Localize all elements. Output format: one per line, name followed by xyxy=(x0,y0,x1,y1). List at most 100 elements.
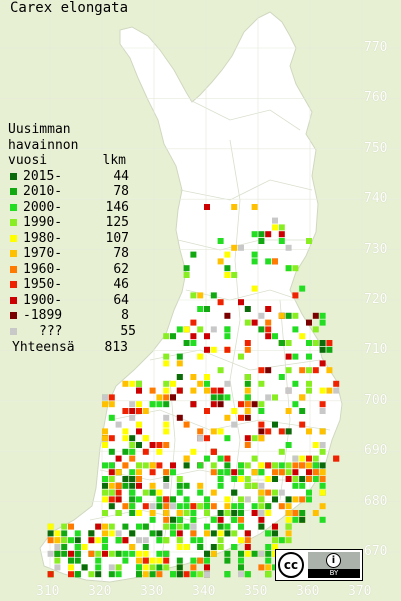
observation-square xyxy=(272,462,278,469)
observation-square xyxy=(238,503,244,510)
legend-count: 78 xyxy=(113,184,129,199)
observation-square xyxy=(183,421,190,428)
observation-square xyxy=(272,224,278,231)
legend-row: 2015- 44 xyxy=(8,169,136,185)
observation-square xyxy=(122,435,129,442)
observation-square xyxy=(258,510,265,516)
observation-square xyxy=(231,408,238,414)
observation-square xyxy=(197,306,204,312)
observation-square xyxy=(319,387,326,394)
observation-square xyxy=(136,469,142,476)
observation-square xyxy=(129,435,136,442)
observation-square xyxy=(108,462,115,469)
observation-square xyxy=(292,455,299,462)
observation-square xyxy=(272,496,278,503)
observation-square xyxy=(136,496,142,503)
observation-square xyxy=(204,571,210,578)
observation-square xyxy=(149,462,156,469)
observation-square xyxy=(272,544,278,550)
x-axis-label: 340 xyxy=(192,584,216,599)
observation-square xyxy=(183,482,190,489)
observation-square xyxy=(176,503,183,510)
observation-square xyxy=(95,564,102,571)
species-title: Carex elongata xyxy=(10,0,129,16)
observation-square xyxy=(285,387,292,394)
border-line xyxy=(189,99,301,131)
legend-year-label: ??? xyxy=(39,323,63,339)
observation-square xyxy=(74,571,81,578)
observation-square xyxy=(258,482,265,489)
observation-square xyxy=(258,380,265,387)
observation-square xyxy=(285,312,292,319)
observation-square xyxy=(176,564,183,571)
observation-square xyxy=(163,537,170,544)
legend-row: 1960- 62 xyxy=(8,262,136,278)
observation-square xyxy=(319,442,326,448)
observation-square xyxy=(156,401,163,408)
observation-square xyxy=(265,333,272,340)
observation-square xyxy=(129,544,136,550)
observation-square xyxy=(278,503,285,510)
observation-square xyxy=(258,503,265,510)
observation-square xyxy=(136,476,142,482)
observation-square xyxy=(176,326,183,333)
observation-square xyxy=(224,550,231,557)
observation-square xyxy=(258,238,265,244)
observation-square xyxy=(156,537,163,544)
observation-square xyxy=(272,489,278,496)
observation-square xyxy=(163,476,170,482)
observation-square xyxy=(285,476,292,482)
y-axis-label: 710 xyxy=(364,342,388,358)
observation-square xyxy=(47,530,54,537)
observation-square xyxy=(115,489,122,496)
observation-square xyxy=(319,428,326,435)
legend-year-label: 1950- xyxy=(23,277,63,292)
observation-square xyxy=(149,564,156,571)
observation-square xyxy=(136,442,142,448)
observation-square xyxy=(258,428,265,435)
observation-square xyxy=(265,544,272,550)
observation-square xyxy=(224,571,231,578)
observation-square xyxy=(251,510,258,516)
observation-square xyxy=(163,428,170,435)
attribution-panel: i BY xyxy=(308,552,360,578)
legend-count: 46 xyxy=(113,277,129,292)
observation-square xyxy=(278,448,285,455)
observation-square xyxy=(129,482,136,489)
observation-square xyxy=(238,462,244,469)
observation-square xyxy=(142,564,149,571)
observation-square xyxy=(319,516,326,523)
observation-square xyxy=(115,469,122,476)
observation-square xyxy=(136,550,142,557)
observation-square xyxy=(312,442,319,448)
observation-square xyxy=(204,387,210,394)
observation-square xyxy=(217,394,224,401)
legend-count: 146 xyxy=(105,199,129,215)
observation-square xyxy=(108,401,115,408)
y-axis-label: 680 xyxy=(364,493,388,509)
observation-square xyxy=(306,353,312,360)
observation-square xyxy=(333,455,340,462)
observation-square xyxy=(285,353,292,360)
observation-square xyxy=(190,564,197,571)
observation-square xyxy=(163,360,170,367)
observation-square xyxy=(115,455,122,462)
observation-square xyxy=(217,476,224,482)
legend-total: Yhteensä 813 xyxy=(8,340,136,356)
observation-square xyxy=(115,496,122,503)
observation-square xyxy=(285,244,292,251)
observation-square xyxy=(244,319,251,326)
observation-square xyxy=(163,394,170,401)
observation-square xyxy=(251,204,258,210)
observation-square xyxy=(251,435,258,442)
observation-square xyxy=(190,448,197,455)
legend-row: 2000- 146 xyxy=(8,200,136,216)
observation-square xyxy=(272,469,278,476)
observation-square xyxy=(265,428,272,435)
observation-square xyxy=(238,564,244,571)
observation-square xyxy=(142,462,149,469)
observation-square xyxy=(204,550,210,557)
cc-by-license-badge[interactable]: cc i BY xyxy=(275,549,363,581)
legend-swatch xyxy=(10,265,17,273)
